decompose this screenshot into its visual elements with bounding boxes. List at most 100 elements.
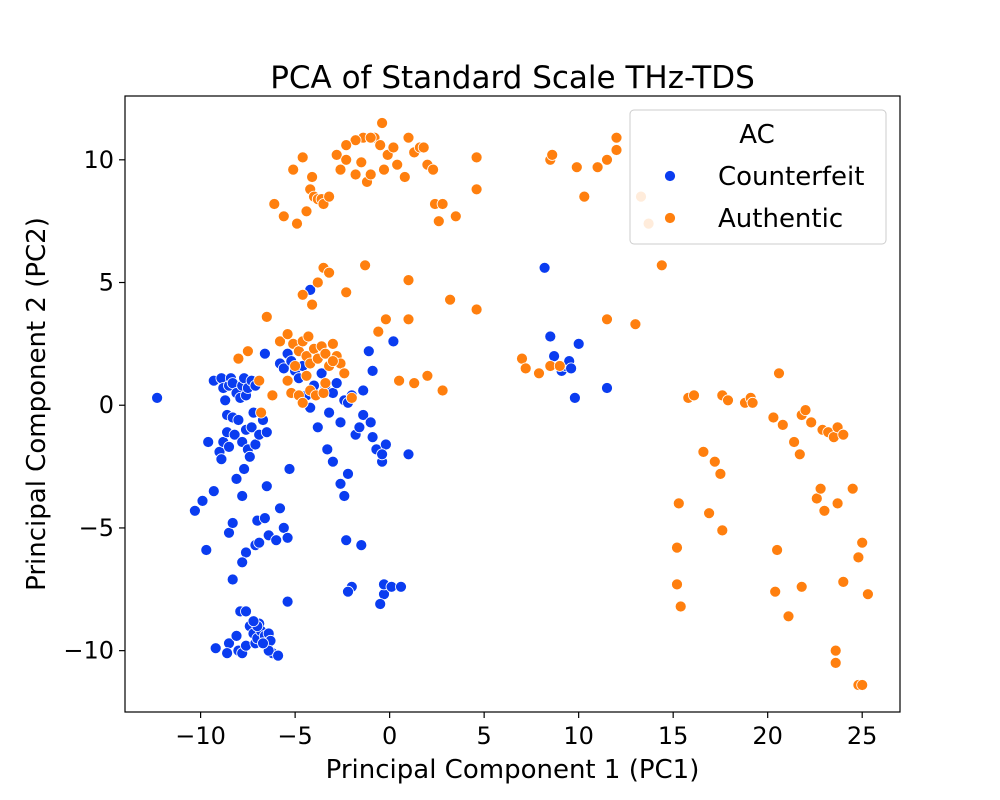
point-counterfeit-6 [209,642,222,655]
point-authentic-59 [408,377,421,390]
point-counterfeit-5 [207,485,220,498]
point-authentic-157 [769,585,782,598]
point-authentic-56 [444,293,457,306]
point-authentic-149 [714,467,727,480]
point-counterfeit-125 [342,585,354,598]
point-counterfeit-30 [232,414,245,426]
point-authentic-44 [260,310,273,323]
point-counterfeit-41 [223,526,235,539]
point-counterfeit-87 [277,362,290,375]
point-counterfeit-47 [236,556,249,569]
point-authentic-17 [355,156,368,169]
point-authentic-91 [326,355,339,368]
point-authentic-37 [470,183,483,196]
point-authentic-35 [449,210,462,223]
point-authentic-15 [340,153,353,166]
point-authentic-89 [253,374,266,387]
legend: AC Counterfeit Authentic [629,109,887,245]
point-authentic-132 [837,428,850,441]
point-authentic-31 [427,163,440,176]
x-tick-label-5: 15 [658,722,689,750]
point-authentic-126 [799,404,812,417]
point-authentic-159 [782,610,795,623]
point-authentic-47 [311,276,324,289]
y-tick-label-2: 0 [99,391,114,419]
point-authentic-143 [829,644,842,657]
point-authentic-144 [829,657,842,669]
point-authentic-27 [402,131,415,144]
x-tick-label-2: 0 [382,722,397,750]
point-authentic-107 [610,131,623,144]
point-counterfeit-63 [221,647,234,659]
point-counterfeit-54 [270,534,283,547]
point-authentic-52 [372,325,385,338]
point-counterfeit-40 [243,450,256,463]
point-counterfeit-34 [245,421,258,434]
point-authentic-97 [519,362,532,375]
point-authentic-84 [317,387,330,399]
point-authentic-104 [578,190,591,203]
point-authentic-106 [601,153,613,166]
y-tick-label-4: 10 [83,146,114,174]
point-authentic-108 [610,144,623,156]
point-authentic-14 [334,163,347,176]
point-authentic-147 [697,445,710,458]
point-counterfeit-51 [258,512,271,524]
point-authentic-51 [359,259,372,272]
point-authentic-154 [671,578,683,591]
x-tick-label-4: 10 [563,722,594,750]
point-authentic-39 [349,134,362,147]
y-tick-label-0: −10 [63,637,114,665]
point-counterfeit-35 [249,438,262,451]
point-counterfeit-46 [240,546,252,559]
point-authentic-36 [470,151,483,164]
point-counterfeit-10 [219,394,232,407]
point-authentic-43 [417,141,430,154]
point-counterfeit-108 [357,409,370,421]
legend-frame [629,109,887,245]
point-authentic-21 [374,139,387,152]
point-counterfeit-85 [258,347,271,360]
point-authentic-71 [319,347,332,360]
point-counterfeit-1 [188,504,201,517]
point-counterfeit-109 [364,416,377,429]
point-authentic-141 [837,576,850,588]
point-authentic-138 [846,482,859,495]
point-authentic-105 [591,161,604,174]
point-authentic-76 [338,367,351,380]
point-authentic-45 [296,288,309,301]
point-counterfeit-143 [572,337,585,350]
point-authentic-135 [814,482,827,495]
point-authentic-85 [266,389,279,402]
point-authentic-123 [776,418,789,431]
point-authentic-49 [323,266,336,279]
point-authentic-140 [856,536,869,549]
x-tick-label-3: 5 [477,722,492,750]
point-authentic-25 [391,158,404,171]
point-authentic-134 [810,492,823,505]
point-counterfeit-50 [253,536,266,549]
point-authentic-73 [326,337,339,350]
point-authentic-102 [546,148,559,161]
point-counterfeit-2 [196,494,209,507]
point-authentic-153 [671,541,683,554]
point-authentic-54 [402,313,415,326]
point-counterfeit-134 [362,345,375,358]
point-authentic-148 [708,455,721,468]
point-authentic-3 [291,217,303,230]
point-authentic-58 [421,369,434,382]
x-tick-label-7: 25 [847,722,878,750]
point-counterfeit-118 [326,455,339,468]
y-axis-ticks: −10 −5 0 5 10 [63,146,125,665]
point-counterfeit-137 [548,350,560,363]
x-axis-ticks: −10 −5 0 5 10 15 20 25 [175,712,877,750]
point-authentic-16 [349,168,362,181]
point-authentic-34 [436,198,449,210]
point-authentic-146 [856,679,869,691]
point-counterfeit-0 [151,391,164,404]
point-authentic-139 [852,551,865,564]
point-authentic-33 [432,215,445,228]
point-authentic-87 [241,345,254,358]
point-authentic-22 [378,163,390,176]
point-counterfeit-64 [230,630,243,642]
